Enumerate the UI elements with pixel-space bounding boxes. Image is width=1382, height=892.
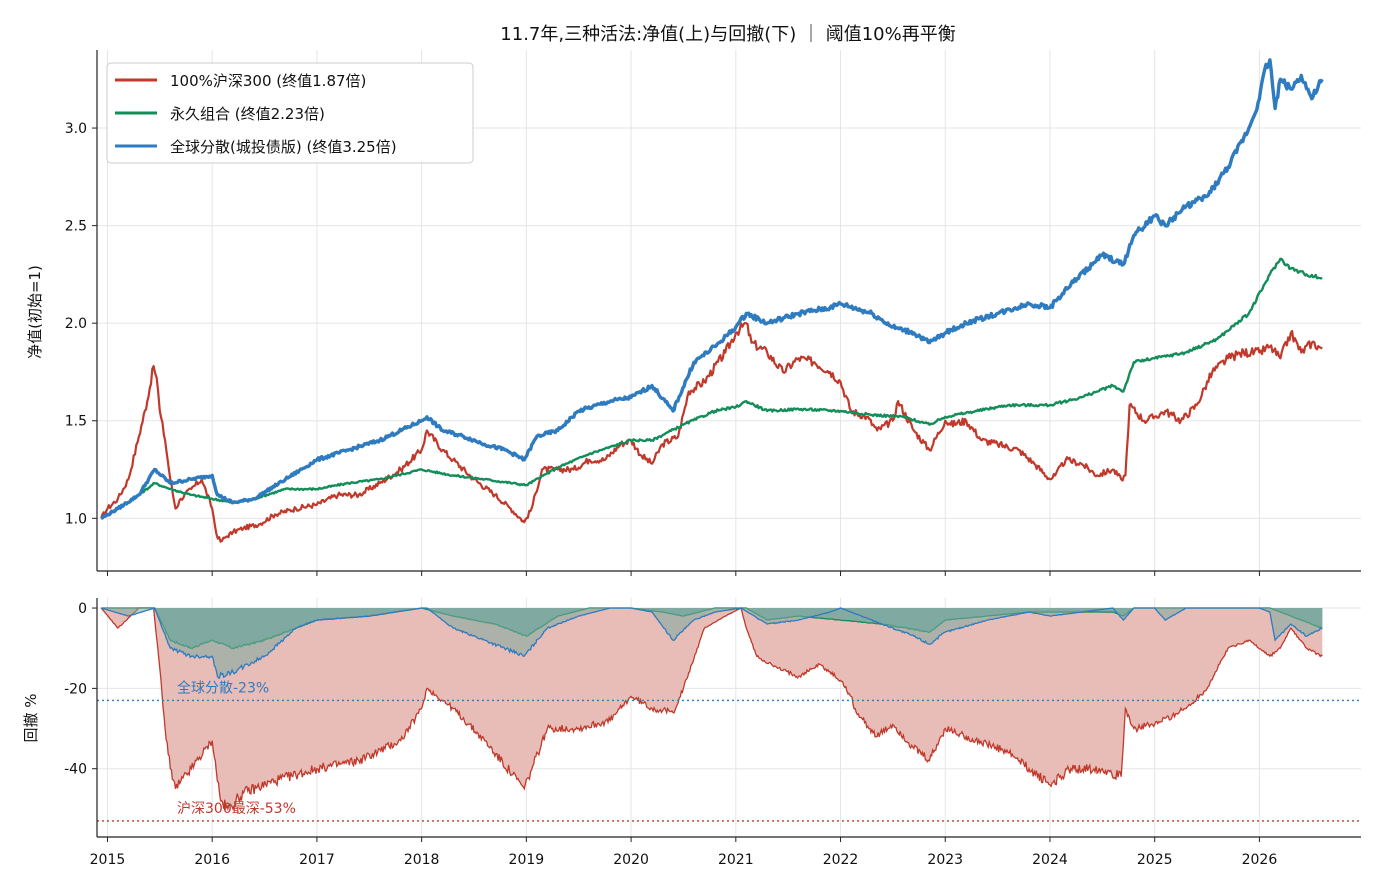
- x-tick-label: 2016: [194, 852, 230, 868]
- bottom-y-tick-label: -40: [64, 762, 87, 778]
- top-y-tick-label: 1.5: [65, 414, 87, 430]
- x-tick-label: 2018: [404, 852, 440, 868]
- top-y-tick-label: 1.0: [65, 511, 87, 527]
- bottom-y-tick-label: 0: [78, 601, 87, 617]
- permanent-nav-line: [101, 257, 1323, 520]
- x-tick-label: 2017: [299, 852, 335, 868]
- hs300-drawdown-line: [100, 607, 1323, 812]
- top-panel-grid: [97, 50, 1361, 571]
- global-max-drawdown-label: 全球分散-23%: [177, 679, 269, 696]
- top-y-tick-label: 3.0: [65, 121, 87, 137]
- top-y-tick-label: 2.5: [65, 219, 87, 235]
- top-y-axis-label: 净值(初始=1): [26, 265, 44, 359]
- bottom-panel-plot: 全球分散-23% 沪深300最深-53%: [97, 607, 1361, 822]
- global-drawdown-area: [101, 608, 1323, 679]
- x-tick-label: 2025: [1137, 852, 1173, 868]
- x-tick-label: 2021: [718, 852, 754, 868]
- top-panel-plot: [100, 58, 1324, 543]
- x-tick-label: 2026: [1242, 852, 1278, 868]
- x-tick-label: 2019: [509, 852, 545, 868]
- x-tick-label: 2022: [823, 852, 859, 868]
- top-y-tick-label: 2.0: [65, 316, 87, 332]
- bottom-y-tick-label: -20: [64, 681, 87, 697]
- x-tick-label: 2023: [927, 852, 963, 868]
- legend: 100%沪深300 (终值1.87倍) 永久组合 (终值2.23倍) 全球分散(…: [106, 62, 474, 164]
- legend-label-hs300: 100%沪深300 (终值1.87倍): [170, 72, 366, 90]
- chart-title: 11.7年,三种活法:净值(上)与回撤(下) ｜ 阈值10%再平衡: [500, 24, 955, 45]
- top-panel-axes: 1.0 1.5 2.0 2.5 3.0: [65, 50, 1361, 576]
- legend-label-global: 全球分散(城投债版) (终值3.25倍): [170, 138, 397, 156]
- bottom-panel-axes: 2015 2016 2017 2018 2019 2020 2021 2022 2023 2024…: [64, 598, 1361, 868]
- hs300-drawdown-area: [101, 608, 1323, 810]
- legend-box: [106, 62, 474, 164]
- legend-label-permanent: 永久组合 (终值2.23倍): [170, 105, 325, 123]
- hs300-max-drawdown-label: 沪深300最深-53%: [177, 801, 296, 817]
- global-drawdown-line: [101, 607, 1323, 679]
- x-tick-label: 2020: [613, 852, 649, 868]
- bottom-y-axis-label: 回撤 %: [22, 693, 40, 742]
- global-nav-line: [100, 58, 1324, 520]
- x-tick-label: 2024: [1032, 852, 1068, 868]
- x-tick-label: 2015: [90, 852, 126, 868]
- hs300-nav-line: [100, 321, 1323, 543]
